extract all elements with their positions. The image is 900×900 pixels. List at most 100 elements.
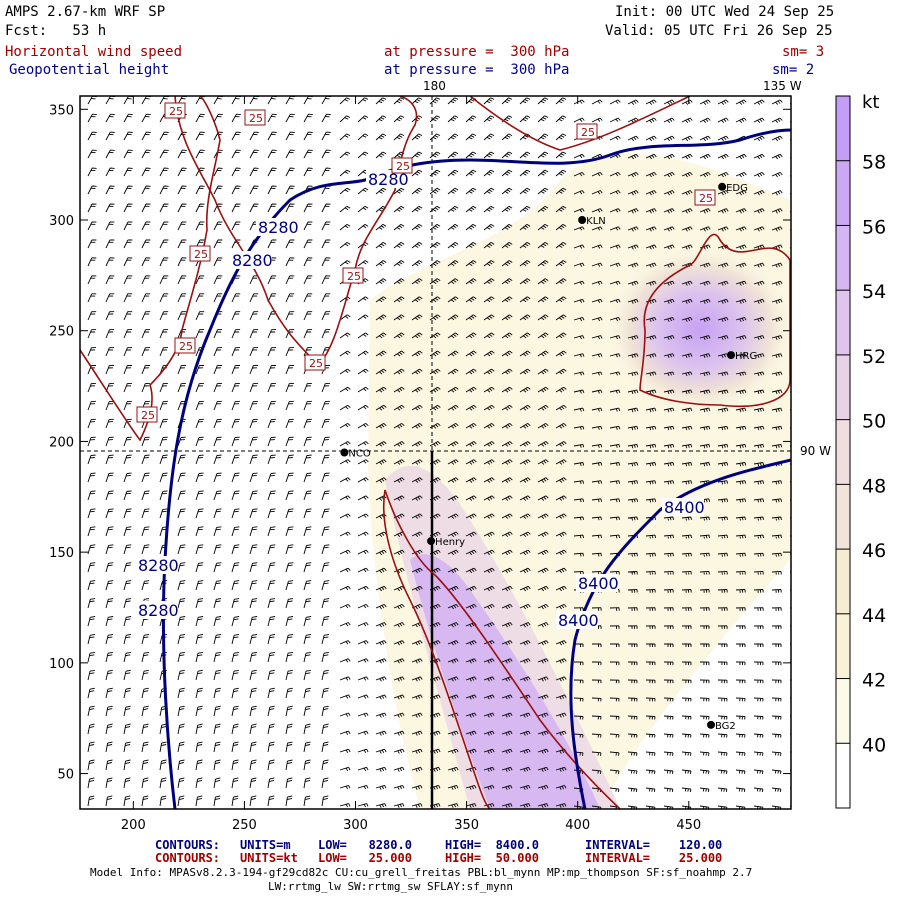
wind-barb (501, 803, 513, 808)
wind-barb (393, 676, 405, 682)
wind-barb (375, 658, 387, 664)
wind-barb (249, 526, 258, 537)
wind-barb (645, 715, 656, 720)
wind-barb (267, 365, 277, 375)
wind-barb (393, 640, 405, 646)
wind-barb (357, 296, 369, 303)
wind-barb (105, 257, 115, 267)
wind-barb (609, 99, 621, 105)
wind-barb (285, 741, 293, 753)
wind-barb (357, 350, 369, 357)
wind-barb (591, 607, 602, 611)
wind-barb (537, 622, 549, 628)
wind-barb (429, 404, 441, 411)
wind-barb (177, 508, 186, 519)
wind-barb (411, 694, 423, 700)
wind-barb (771, 552, 782, 557)
wind-barb (249, 275, 259, 285)
wind-barb (303, 562, 312, 573)
wind-barb (627, 190, 639, 196)
wind-barb (681, 715, 692, 720)
wind-barb (159, 275, 169, 285)
wind-barb (519, 748, 531, 754)
colorbar-segment (836, 160, 850, 226)
wind-barb (483, 803, 495, 808)
wind-barb (141, 131, 151, 141)
wind-barb (537, 513, 549, 519)
wind-barb (213, 544, 222, 555)
wind-barb (141, 526, 150, 537)
wind-barb (429, 224, 441, 231)
wind-barb (537, 495, 549, 501)
wind-barb (429, 386, 441, 393)
wind-barb (123, 113, 133, 123)
wind-barb (105, 598, 114, 609)
wind-barb (483, 169, 495, 177)
wind-barb (249, 454, 258, 465)
wind-barb (681, 787, 692, 793)
wind-barb (645, 607, 656, 611)
wind-barb (375, 97, 387, 105)
wind-barb (519, 350, 531, 357)
wind-barb (123, 705, 131, 717)
wind-barb (123, 347, 133, 357)
wind-barb (753, 715, 764, 720)
footer-model-info-2: LW:rrtmg_lw SW:rrtmg_sw SFLAY:sf_mynn (268, 880, 514, 893)
speed-label: 25 (194, 248, 208, 261)
wind-barb (519, 242, 531, 249)
wind-barb (573, 679, 584, 684)
wind-barb (213, 221, 223, 231)
lon-label-135w: 135 W (763, 79, 802, 93)
wind-barb (663, 679, 674, 684)
wind-barb (483, 549, 495, 556)
wind-barb (609, 787, 620, 793)
wind-barb (645, 117, 657, 124)
wind-barb (267, 705, 275, 717)
wind-barb (699, 335, 711, 340)
wind-barb (303, 598, 312, 609)
wind-barb (195, 705, 203, 717)
wind-barb (375, 676, 387, 682)
wind-barb (447, 260, 459, 267)
wind-barb (591, 171, 603, 177)
wind-barb (591, 751, 602, 756)
wind-barb (87, 239, 97, 249)
wind-barb (681, 280, 693, 286)
wind-barb (213, 239, 223, 249)
wind-barb (411, 133, 423, 141)
wind-barb (195, 616, 204, 627)
wind-barb (663, 715, 674, 720)
wind-barb (519, 97, 531, 105)
wind-barb (285, 131, 295, 141)
wind-barb (231, 400, 240, 411)
wind-barb (753, 171, 765, 178)
wind-barb (411, 676, 423, 682)
wind-barb (519, 205, 531, 213)
wind-barb (321, 113, 331, 123)
wind-barb (591, 298, 603, 304)
wind-barb (447, 278, 459, 285)
wind-barb (537, 712, 549, 718)
footer-c1-name: CONTOURS: (155, 838, 221, 852)
wind-barb (771, 135, 783, 142)
wind-barb (573, 244, 585, 249)
wind-barb (537, 603, 549, 610)
wind-barb (609, 425, 621, 430)
wind-barb (519, 332, 531, 339)
wind-barb (573, 371, 585, 376)
wind-barb (321, 221, 331, 231)
wind-barb (519, 622, 531, 628)
wind-barb (375, 151, 387, 159)
wind-barb (339, 622, 351, 627)
wind-barb (321, 598, 330, 609)
wind-barb (501, 169, 513, 177)
wind-barb (555, 332, 567, 339)
footer-c2-high: HIGH= 50.000 (445, 851, 539, 865)
wind-barb (483, 585, 495, 592)
shading-high-south (410, 554, 600, 809)
wind-barb (141, 257, 151, 267)
wind-barb (681, 552, 692, 557)
wind-barb (105, 365, 115, 375)
wind-barb (177, 795, 185, 807)
wind-barb (501, 477, 513, 483)
